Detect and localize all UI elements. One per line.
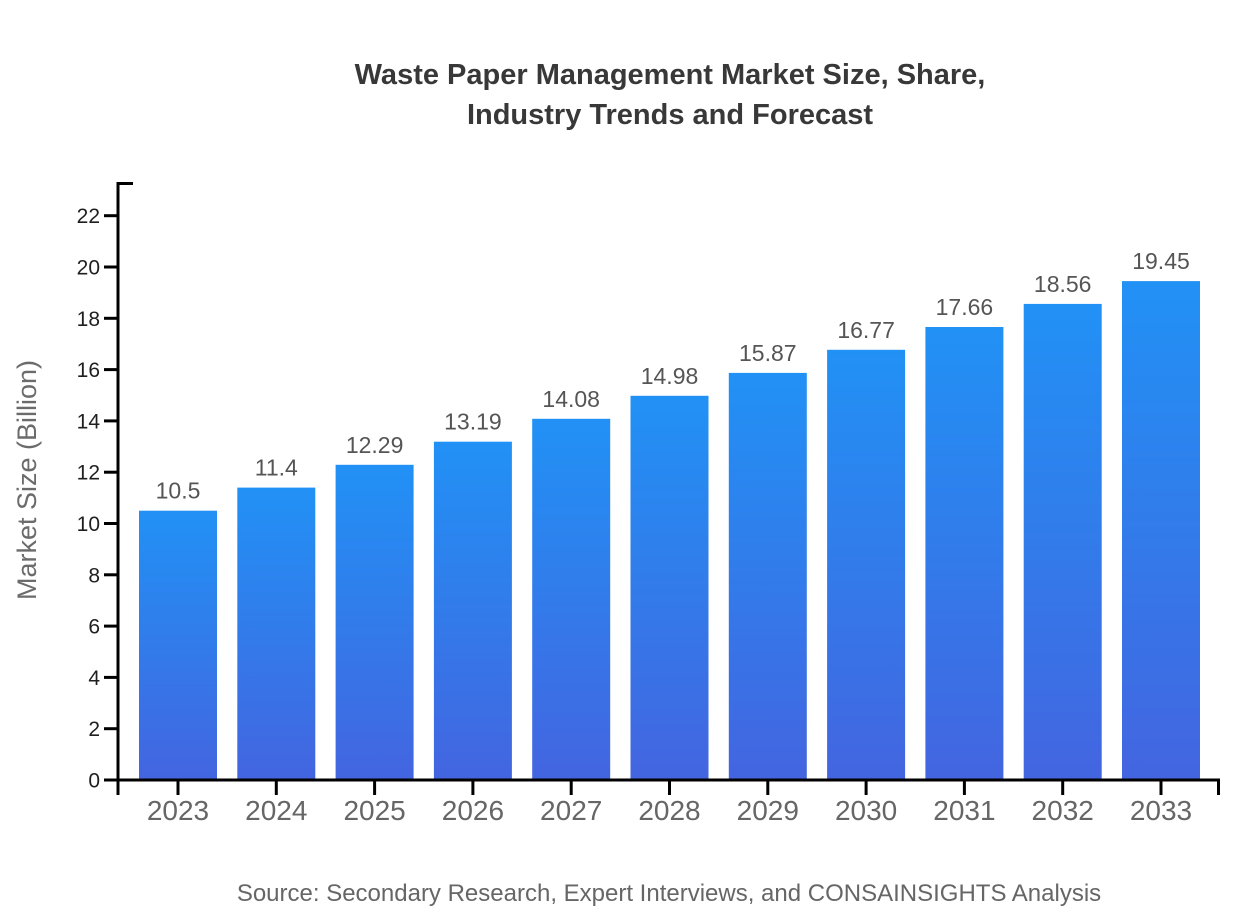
bar-value-label: 12.29	[346, 432, 404, 458]
y-ticks-group: 0 2 4 6 8 10 12 14 16 18 20 22	[77, 205, 118, 793]
y-tick-label: 22	[77, 205, 100, 228]
chart-title-line-2: Industry Trends and Forecast	[467, 99, 873, 131]
bar-value-label: 18.56	[1034, 271, 1092, 297]
x-tick-label: 2024	[245, 795, 307, 826]
x-tick-label: 2033	[1130, 795, 1192, 826]
bar	[1023, 303, 1102, 780]
bar-value-label: 14.98	[641, 363, 699, 389]
y-tick-label: 20	[77, 257, 100, 280]
x-tick-label: 2029	[737, 795, 799, 826]
bar	[630, 395, 709, 780]
x-ticks-group: 2023 2024 2025 2026 2027 2028 2029 2030 2031 2032…	[147, 781, 1192, 826]
bar-value-label: 11.4	[255, 455, 298, 481]
bar	[237, 487, 316, 780]
y-tick-label: 8	[88, 564, 100, 587]
y-tick-label: 10	[77, 513, 100, 536]
bar	[532, 418, 611, 780]
y-tick-label: 18	[77, 308, 100, 331]
y-tick-label: 14	[77, 410, 101, 433]
y-tick-label: 0	[88, 770, 100, 793]
x-tick-label: 2031	[933, 795, 995, 826]
bar-labels-group: 10.5 11.4 12.29 13.19 14.08 14.98 15.87 16.77 17…	[156, 248, 1190, 504]
y-tick-label: 12	[77, 462, 100, 485]
x-tick-label: 2026	[442, 795, 504, 826]
x-tick-label: 2025	[343, 795, 405, 826]
x-tick-label: 2028	[638, 795, 700, 826]
y-tick-label: 2	[88, 718, 100, 741]
axes-group	[116, 182, 1220, 795]
bar	[139, 510, 217, 780]
bar-value-label: 16.77	[837, 317, 895, 343]
bar	[728, 372, 807, 780]
y-tick-label: 4	[88, 667, 100, 690]
x-tick-label: 2027	[540, 795, 602, 826]
x-tick-label: 2030	[835, 795, 897, 826]
y-tick-label: 6	[88, 616, 100, 639]
bar	[925, 327, 1004, 780]
y-axis-label: Market Size (Billion)	[12, 360, 42, 600]
bar-value-label: 14.08	[542, 386, 600, 412]
bar	[433, 441, 512, 780]
bar	[1122, 281, 1200, 780]
bar-value-label: 10.5	[156, 478, 201, 504]
bars-group	[139, 281, 1200, 780]
bar-value-label: 15.87	[739, 340, 797, 366]
bar	[827, 349, 906, 780]
source-text: Source: Secondary Research, Expert Inter…	[237, 880, 1101, 907]
y-tick-label: 16	[77, 359, 100, 382]
bar-value-label: 13.19	[444, 409, 502, 435]
bar-value-label: 19.45	[1132, 248, 1190, 274]
bar-value-label: 17.66	[936, 294, 994, 320]
chart-title-line-1: Waste Paper Management Market Size, Shar…	[355, 59, 986, 91]
x-tick-label: 2032	[1032, 795, 1094, 826]
x-tick-label: 2023	[147, 795, 209, 826]
bar	[335, 464, 414, 780]
